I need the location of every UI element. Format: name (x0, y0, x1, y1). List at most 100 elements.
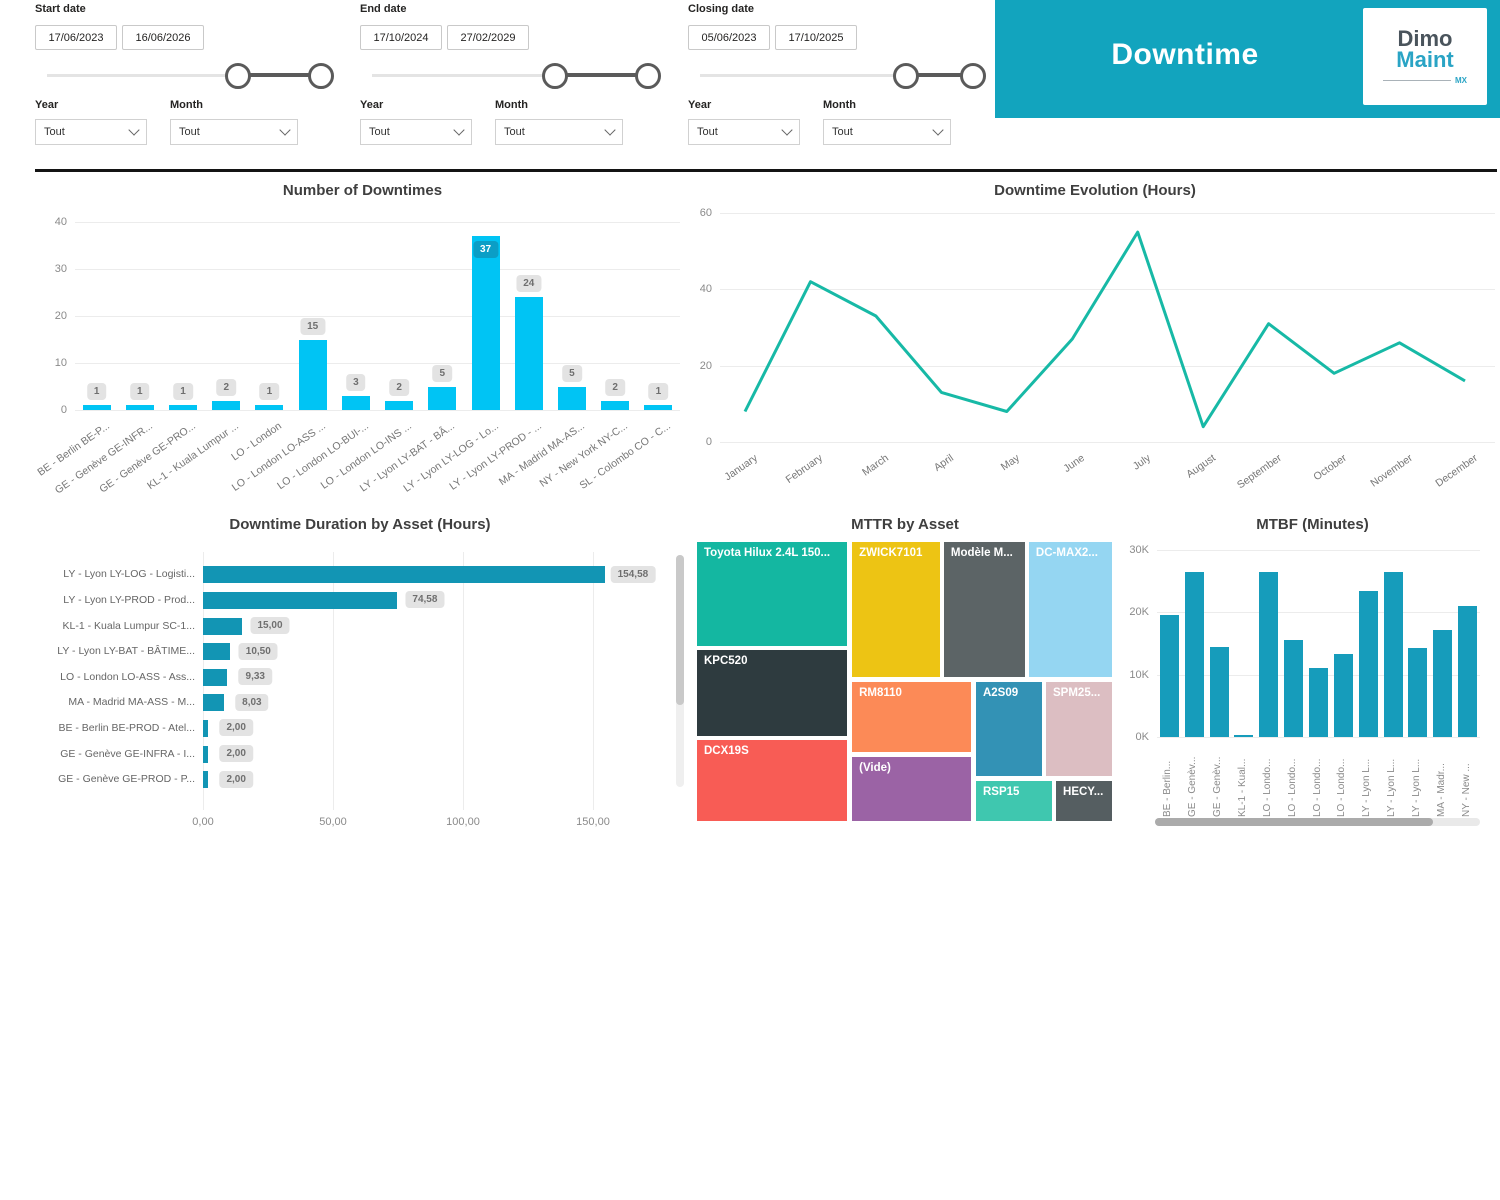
bar[interactable] (1433, 629, 1453, 737)
bar[interactable] (255, 405, 284, 410)
bar[interactable] (203, 591, 397, 609)
slider-handle-right[interactable] (308, 63, 335, 89)
month-dropdown-value: Tout (832, 126, 853, 138)
bar[interactable] (1458, 606, 1478, 737)
bar[interactable] (1383, 572, 1403, 737)
data-label: 15 (300, 317, 326, 335)
slider-handle-left[interactable] (541, 63, 568, 89)
gridline (720, 442, 1495, 443)
year-label: Year (35, 99, 59, 111)
treemap-tile[interactable]: KPC520 (696, 648, 849, 737)
x-axis-category-label: LO - Londo... (1286, 758, 1298, 817)
bar[interactable] (471, 236, 500, 410)
bar[interactable] (1284, 640, 1304, 737)
year-dropdown-value: Tout (697, 126, 718, 138)
date-range-slider[interactable] (360, 61, 661, 91)
month-dropdown[interactable]: Tout (170, 119, 298, 145)
x-axis-category-label: March (859, 452, 891, 479)
vertical-scrollbar[interactable] (676, 555, 684, 787)
bar[interactable] (203, 566, 605, 584)
bar[interactable] (1259, 571, 1279, 737)
bar[interactable] (169, 405, 198, 410)
bar[interactable] (341, 395, 370, 410)
gridline (75, 222, 680, 223)
bar[interactable] (1184, 571, 1204, 737)
month-dropdown[interactable]: Tout (823, 119, 951, 145)
bar[interactable] (82, 405, 111, 410)
date-from-input[interactable]: 17/10/2024 (360, 25, 442, 50)
bar[interactable] (203, 745, 209, 763)
x-axis-category-label: BE - Berlin BE-P... (34, 420, 112, 479)
slider-track[interactable] (372, 74, 658, 77)
bar[interactable] (601, 400, 630, 410)
slider-handle-right[interactable] (634, 63, 661, 89)
x-axis-category-label: October (1311, 452, 1349, 484)
year-dropdown[interactable]: Tout (35, 119, 147, 145)
y-axis-tick-label: 40 (54, 216, 67, 228)
bar[interactable] (298, 339, 327, 410)
date-range-slider[interactable] (35, 61, 335, 91)
logo-badge: MX (1455, 76, 1467, 85)
bar[interactable] (125, 405, 154, 410)
treemap-tile[interactable]: SPM25... (1045, 680, 1113, 778)
bar[interactable] (203, 719, 209, 737)
treemap-tile[interactable]: RSP15 (974, 779, 1053, 822)
date-range-slider[interactable] (688, 61, 988, 91)
date-from-input[interactable]: 05/06/2023 (688, 25, 770, 50)
year-dropdown[interactable]: Tout (688, 119, 800, 145)
date-to-input[interactable]: 16/06/2026 (122, 25, 204, 50)
bar[interactable] (644, 405, 673, 410)
bar[interactable] (514, 297, 543, 410)
treemap-tile[interactable]: A2S09 (974, 680, 1043, 778)
slider-track[interactable] (47, 74, 333, 77)
report-header: Downtime Dimo Maint MX (995, 0, 1500, 118)
bar[interactable] (557, 386, 586, 410)
treemap-tile[interactable]: (Vide) (851, 755, 973, 822)
slider-handle-left[interactable] (225, 63, 252, 89)
bar[interactable] (1408, 648, 1428, 737)
bar[interactable] (1234, 734, 1254, 737)
date-from-input[interactable]: 17/06/2023 (35, 25, 117, 50)
treemap-tile[interactable]: Modèle M... (942, 541, 1026, 679)
bar[interactable] (1209, 647, 1229, 737)
bar[interactable] (203, 617, 242, 635)
bar[interactable] (203, 771, 209, 789)
plot-area: 0 10 20 30 40 1 BE - Berlin BE-P... 1 GE - Genèv… (35, 178, 690, 504)
data-label: 8,03 (235, 693, 269, 711)
bar[interactable] (203, 694, 224, 712)
x-axis-tick-label: 50,00 (319, 816, 347, 829)
slider-handle-right[interactable] (959, 63, 986, 89)
bar[interactable] (1333, 654, 1353, 737)
treemap-tile[interactable]: HECY... (1055, 779, 1113, 822)
bar[interactable] (1309, 668, 1328, 737)
horizontal-scrollbar[interactable] (1155, 818, 1480, 826)
scrollbar-thumb[interactable] (1155, 818, 1433, 826)
treemap-tile[interactable]: ZWICK7101 (851, 541, 942, 679)
date-to-input[interactable]: 27/02/2029 (447, 25, 529, 50)
treemap-tile[interactable]: DC-MAX2... (1027, 541, 1113, 679)
scrollbar-thumb[interactable] (676, 555, 684, 705)
bar[interactable] (1358, 591, 1378, 737)
bar[interactable] (428, 386, 457, 410)
slider-track[interactable] (700, 74, 986, 77)
slider-handle-left[interactable] (892, 63, 919, 89)
bar[interactable] (1159, 615, 1179, 737)
treemap-tile[interactable]: DCX19S (696, 739, 849, 822)
year-dropdown[interactable]: Tout (360, 119, 472, 145)
month-label: Month (823, 99, 856, 111)
x-axis-category-label: August (1184, 452, 1219, 481)
date-to-input[interactable]: 17/10/2025 (775, 25, 857, 50)
bar[interactable] (385, 400, 414, 410)
chart-number-of-downtimes: Number of Downtimes 0 10 20 30 40 1 BE - Berli… (35, 178, 690, 504)
month-dropdown[interactable]: Tout (495, 119, 623, 145)
bar[interactable] (212, 400, 241, 410)
treemap-tile[interactable]: RM8110 (851, 680, 973, 754)
logo-line2: Maint (1396, 47, 1454, 72)
bar[interactable] (203, 643, 231, 661)
data-label: 2,00 (219, 745, 253, 762)
bar-category-label: LY - Lyon LY-BAT - BÂTIME... (57, 645, 195, 658)
treemap-tile[interactable]: Toyota Hilux 2.4L 150... (696, 541, 849, 648)
y-axis-tick-label: 0 (60, 404, 67, 416)
bar[interactable] (203, 668, 228, 686)
data-label: 2,00 (219, 770, 253, 788)
